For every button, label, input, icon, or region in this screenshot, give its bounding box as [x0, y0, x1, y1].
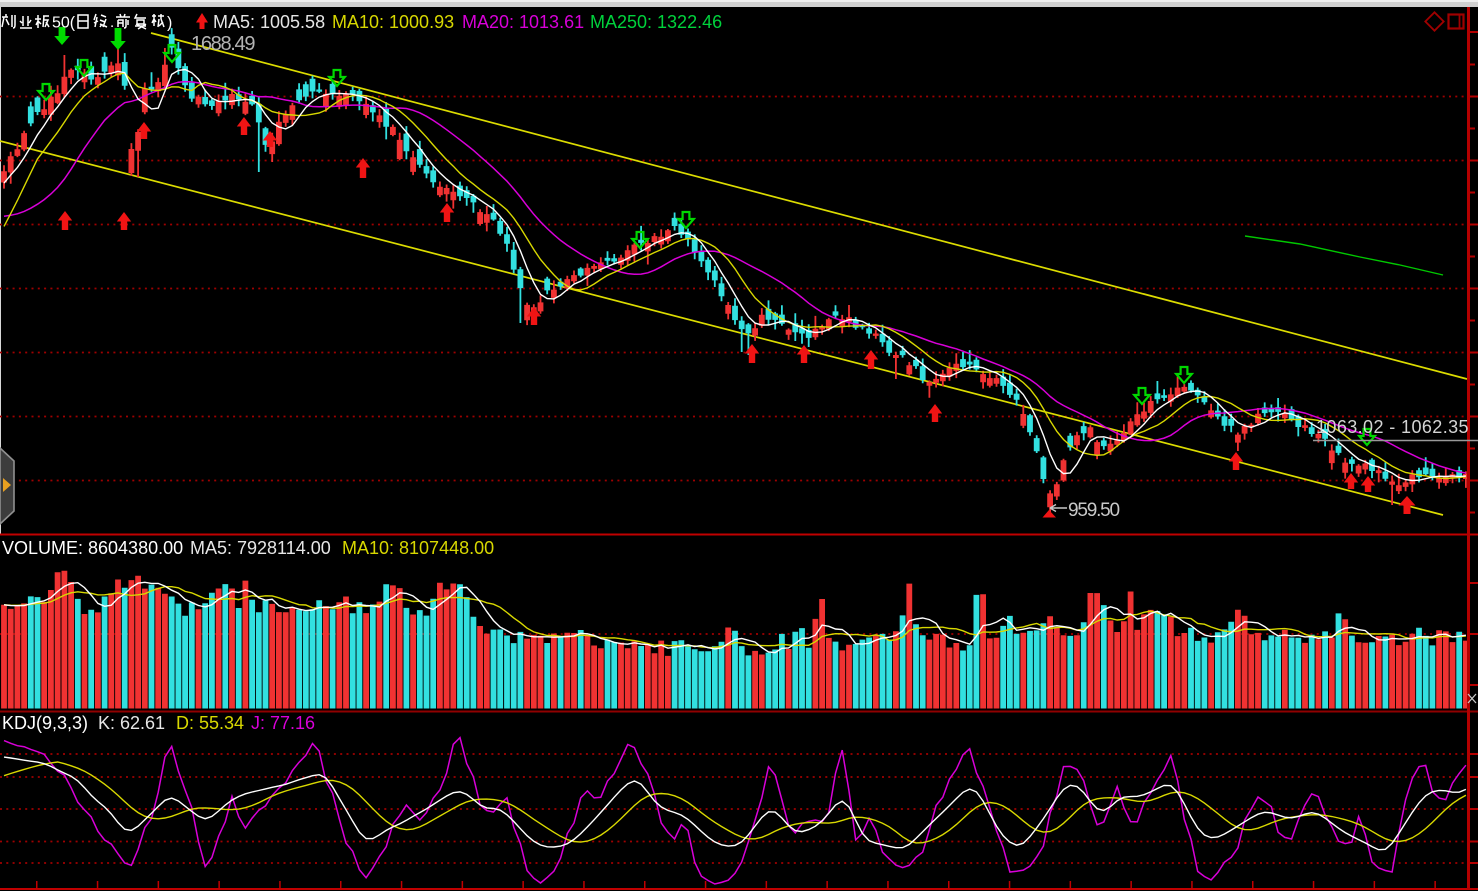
svg-text:.: . [110, 14, 114, 31]
svg-text:50(: 50( [52, 15, 76, 32]
svg-text:): ) [167, 15, 172, 32]
